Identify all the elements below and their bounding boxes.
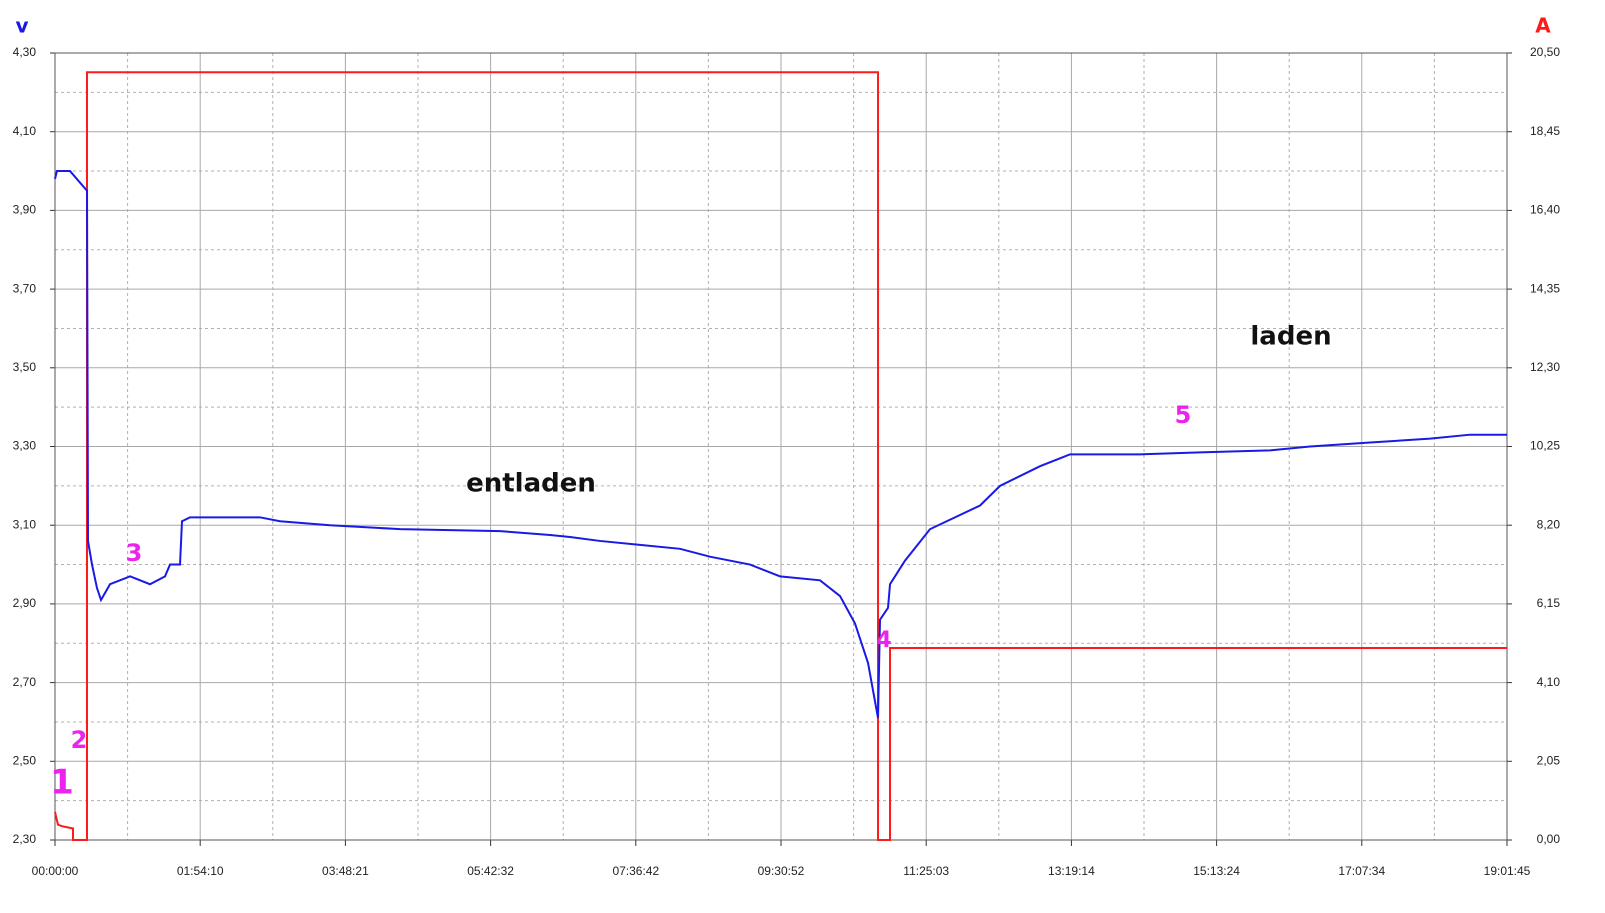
x-tick-label: 09:30:52 xyxy=(758,864,805,878)
x-tick-label: 00:00:00 xyxy=(32,864,79,878)
x-tick-label: 19:01:45 xyxy=(1484,864,1531,878)
x-tick-label: 05:42:32 xyxy=(467,864,514,878)
plot-frame xyxy=(54,52,1508,841)
annotation: laden xyxy=(1250,322,1331,352)
annotation: 5 xyxy=(1175,401,1192,429)
y-tick-label: 3,10 xyxy=(13,517,37,531)
y2-tick-label: 6,15 xyxy=(1537,596,1561,610)
y-tick-label: 2,50 xyxy=(13,753,37,767)
x-tick-label: 15:13:24 xyxy=(1193,864,1240,878)
annotation: 3 xyxy=(126,539,143,567)
y-tick-label: 3,30 xyxy=(13,439,37,453)
y2-tick-label: 20,50 xyxy=(1530,45,1560,59)
y2-tick-label: 16,40 xyxy=(1530,203,1560,217)
y-tick-label: 2,30 xyxy=(13,832,37,846)
y2-tick-label: 14,35 xyxy=(1530,281,1560,295)
y2-axis-label: A xyxy=(1535,14,1551,38)
x-tick-label: 03:48:21 xyxy=(322,864,369,878)
x-tick-label: 13:19:14 xyxy=(1048,864,1095,878)
y2-tick-label: 18,45 xyxy=(1530,124,1560,138)
y-tick-label: 3,90 xyxy=(13,203,37,217)
y2-tick-label: 4,10 xyxy=(1537,675,1561,689)
y-tick-label: 3,70 xyxy=(13,281,37,295)
y-axis-label: v xyxy=(15,14,28,38)
annotation: entladen xyxy=(466,469,596,499)
x-tick-label: 01:54:10 xyxy=(177,864,224,878)
y2-tick-label: 2,05 xyxy=(1537,753,1561,767)
annotation: 2 xyxy=(71,726,88,754)
y-tick-label: 4,30 xyxy=(13,45,37,59)
y2-tick-label: 0,00 xyxy=(1537,832,1561,846)
y2-tick-label: 12,30 xyxy=(1530,360,1560,374)
y-tick-label: 2,70 xyxy=(13,675,37,689)
annotation: 4 xyxy=(876,628,891,653)
y-tick-label: 2,90 xyxy=(13,596,37,610)
y-tick-label: 4,10 xyxy=(13,124,37,138)
x-tick-label: 07:36:42 xyxy=(612,864,659,878)
x-tick-label: 17:07:34 xyxy=(1338,864,1385,878)
x-tick-label: 11:25:03 xyxy=(903,864,949,878)
y-tick-label: 3,50 xyxy=(13,360,37,374)
y2-tick-label: 10,25 xyxy=(1530,439,1560,453)
y2-tick-label: 8,20 xyxy=(1537,517,1561,531)
data-line xyxy=(54,170,1507,719)
annotation: 1 xyxy=(50,763,74,803)
